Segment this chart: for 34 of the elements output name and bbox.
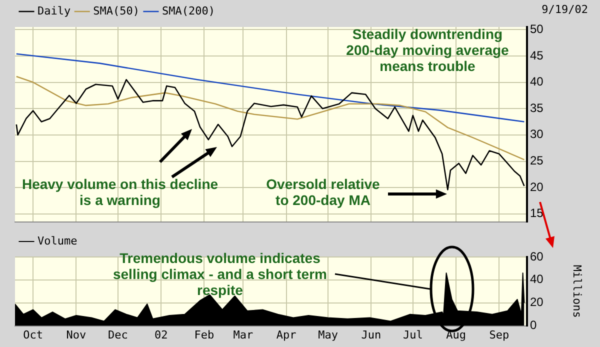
y-tick-label: 20 [530, 180, 544, 194]
x-tick-label: May [318, 328, 338, 342]
y-tick-label: 30 [530, 127, 544, 142]
text: Oversold relative to 200-day MA [266, 176, 380, 208]
y-axis-title: Millions [570, 264, 584, 318]
text: Heavy volume on this decline is a warning [22, 176, 218, 208]
legend-label: Volume [38, 234, 78, 248]
text: Steadily downtrending 200-day moving average means trouble [346, 26, 509, 74]
legend-label: SMA(200) [162, 4, 215, 18]
x-tick-label: Dec [108, 328, 128, 342]
x-tick-label: 02 [154, 328, 168, 342]
y-tick-label: 40 [530, 272, 544, 286]
y-tick-label: 15 [530, 206, 544, 220]
x-tick-label: Jul [402, 328, 423, 342]
x-tick-label: Oct [23, 328, 44, 342]
x-tick-label: Sep [489, 328, 510, 342]
x-tick-label: Apr [276, 328, 297, 342]
x-tick-label: Nov [66, 328, 87, 342]
x-tick-label: Mar [233, 328, 254, 342]
x-tick-label: Jun [361, 328, 382, 342]
y-tick-label: 0 [530, 318, 537, 332]
y-tick-label: 45 [530, 48, 544, 62]
x-tick-label: Aug [446, 328, 466, 342]
text: 9/19/02 [542, 3, 588, 16]
y-tick-label: 35 [530, 100, 544, 115]
legend-label: Daily [38, 4, 71, 18]
x-tick-label: Feb [194, 328, 214, 342]
text: Tremendous volume indicates selling climax - and a short term respite [112, 250, 327, 298]
y-tick-label: 40 [530, 74, 544, 89]
y-tick-label: 60 [530, 249, 544, 264]
y-tick-label: 50 [530, 22, 544, 36]
legend-label: SMA(50) [93, 4, 140, 18]
y-tick-label: 25 [530, 154, 544, 168]
y-tick-label: 20 [530, 295, 544, 310]
